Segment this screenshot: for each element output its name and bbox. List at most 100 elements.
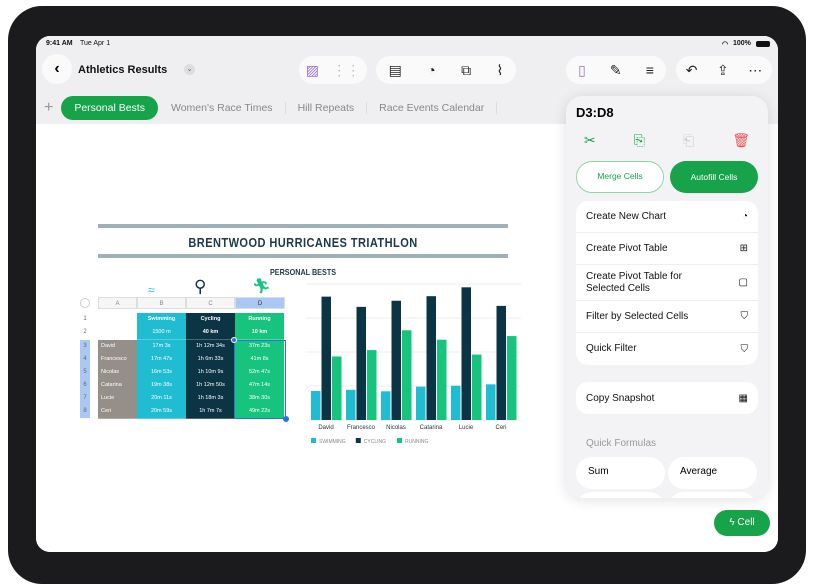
- battery-icon: [756, 41, 770, 47]
- column-header-C[interactable]: C: [186, 297, 235, 309]
- chart-icon[interactable]: ◔: [427, 62, 436, 78]
- row-header-8[interactable]: 8: [80, 405, 90, 418]
- menu-item[interactable]: Create Pivot Table ⊞: [576, 233, 758, 265]
- time-cell[interactable]: 1h 12m 34s: [186, 340, 235, 354]
- column-title[interactable]: Cycling: [186, 313, 235, 327]
- tab-race-events-calendar[interactable]: Race Events Calendar: [367, 102, 498, 114]
- menu-item[interactable]: Create New Chart ◔: [576, 201, 758, 233]
- undo-icon[interactable]: ↶: [685, 61, 698, 78]
- column-distance[interactable]: 10 km: [235, 326, 284, 340]
- row-header-3[interactable]: 3: [80, 340, 90, 353]
- share-icon[interactable]: ⇪: [716, 61, 729, 78]
- time-cell[interactable]: 17m 3s: [137, 340, 186, 354]
- selection-handle-bottom[interactable]: [283, 416, 289, 422]
- bar-swimming: [486, 384, 496, 420]
- bar-chart[interactable]: David Francesco Nicolas Catarina Lucie Ceri SW…: [306, 274, 526, 454]
- menu-item[interactable]: Filter by Selected Cells ⛉: [576, 301, 758, 333]
- bar-running: [507, 336, 517, 420]
- row-header-5[interactable]: 5: [80, 366, 90, 379]
- cyclist-icon: ⚲: [194, 277, 207, 296]
- athlete-name[interactable]: Lucie: [98, 392, 137, 406]
- time-cell[interactable]: 1h 7m 7s: [186, 405, 235, 419]
- column-title[interactable]: Swimming: [137, 313, 186, 327]
- bar-running: [367, 350, 377, 420]
- column-title[interactable]: Running: [235, 313, 284, 327]
- menu-item-icon: ⛉: [740, 343, 749, 355]
- athlete-name[interactable]: Francesco: [98, 353, 137, 367]
- sort-icon[interactable]: ≡: [645, 62, 654, 78]
- row-header-4[interactable]: 4: [80, 353, 90, 366]
- cell-button[interactable]: ϟ Cell: [714, 510, 770, 536]
- row-header-2[interactable]: 2: [83, 329, 87, 335]
- runner-icon: 🏃︎: [252, 278, 272, 295]
- paperclip-icon[interactable]: ⌇: [496, 61, 504, 78]
- time-cell[interactable]: 1h 10m 9s: [186, 366, 235, 380]
- divider: [98, 254, 508, 258]
- column-header-B[interactable]: B: [137, 297, 186, 309]
- time-cell[interactable]: 17m 47s: [137, 353, 186, 367]
- sum-button[interactable]: Sum: [576, 457, 665, 489]
- back-button[interactable]: ‹: [42, 54, 72, 84]
- delete-icon[interactable]: 🗑︎: [732, 132, 750, 148]
- row-header-6[interactable]: 6: [80, 379, 90, 392]
- time-cell[interactable]: 1h 18m 3s: [186, 392, 235, 406]
- bar-running: [437, 339, 447, 420]
- menu-item[interactable]: Quick Filter ⛉: [576, 333, 758, 365]
- legend-label: RUNNING: [405, 439, 428, 445]
- athlete-name[interactable]: Nicolas: [98, 366, 137, 380]
- copy-icon[interactable]: ⎘: [633, 132, 645, 148]
- athlete-name[interactable]: Catarina: [98, 379, 137, 393]
- grid-icon[interactable]: ⋮⋮: [332, 61, 361, 78]
- bar-running: [472, 354, 482, 420]
- chevron-down-icon[interactable]: ⌄: [184, 64, 195, 75]
- column-distance[interactable]: 1500 m: [137, 326, 186, 340]
- time-cell[interactable]: 1h 6m 33s: [186, 353, 235, 367]
- tab-hill-repeats[interactable]: Hill Repeats: [286, 102, 368, 114]
- time-cell[interactable]: 1h 12m 50s: [186, 379, 235, 393]
- average-button[interactable]: Average: [668, 457, 757, 489]
- document-title[interactable]: Athletics Results: [78, 64, 168, 76]
- time-cell[interactable]: 20m 11s: [137, 392, 186, 406]
- divider: [98, 224, 508, 228]
- cut-icon[interactable]: ✂: [584, 132, 596, 148]
- paintbrush-icon[interactable]: ✎: [609, 61, 622, 78]
- format-icon[interactable]: ▯: [578, 61, 586, 78]
- legend-swatch: [355, 438, 361, 443]
- row-header-1[interactable]: 1: [83, 316, 87, 322]
- paste-icon[interactable]: ⎗: [682, 132, 695, 148]
- time-cell[interactable]: 20m 59s: [137, 405, 186, 419]
- media-sparkle-icon[interactable]: ▨: [305, 61, 319, 78]
- column-distance[interactable]: 40 km: [186, 326, 235, 340]
- shapes-icon[interactable]: ⧉: [461, 61, 472, 78]
- autofill-cells-button[interactable]: Autofill Cells: [670, 161, 758, 193]
- time-cell[interactable]: 16m 53s: [137, 366, 186, 380]
- selection-handle-top[interactable]: [231, 337, 237, 343]
- row-header-7[interactable]: 7: [80, 392, 90, 405]
- tab-womens-race-times[interactable]: Women's Race Times: [159, 102, 286, 114]
- table-icon[interactable]: ▤: [388, 61, 402, 78]
- merge-cells-button[interactable]: Merge Cells: [576, 161, 664, 193]
- time-cell[interactable]: 19m 38s: [137, 379, 186, 393]
- formula-button[interactable]: [576, 492, 665, 498]
- menu-item-label: Create Pivot Table: [586, 242, 668, 254]
- tab-personal-bests[interactable]: Personal Bests: [61, 96, 158, 120]
- actions-menu: Create New Chart ◔ Create Pivot Table ⊞ Crea…: [576, 201, 758, 365]
- copy-snapshot-item[interactable]: Copy Snapshot ▦: [576, 382, 758, 414]
- table-handle[interactable]: [80, 298, 90, 308]
- more-icon[interactable]: ⋯: [748, 61, 763, 78]
- selection-outline[interactable]: [234, 340, 286, 419]
- menu-item[interactable]: Create Pivot Table for Selected Cells ▢: [576, 265, 758, 301]
- column-header-A[interactable]: A: [98, 297, 137, 309]
- formula-button[interactable]: [668, 492, 757, 498]
- x-tick-label: David: [318, 425, 333, 431]
- athlete-name[interactable]: David: [98, 340, 137, 354]
- menu-item-icon: ▢: [738, 277, 748, 288]
- add-sheet-button[interactable]: +: [44, 99, 54, 116]
- sheet-subtitle: PERSONAL BESTS: [269, 267, 337, 277]
- bar-swimming: [416, 386, 426, 420]
- column-header-D[interactable]: D: [235, 297, 285, 309]
- athlete-name[interactable]: Ceri: [98, 405, 137, 419]
- menu-item-label: Create New Chart: [586, 210, 667, 222]
- bar-cycling: [356, 306, 366, 420]
- legend-swatch: [311, 438, 316, 443]
